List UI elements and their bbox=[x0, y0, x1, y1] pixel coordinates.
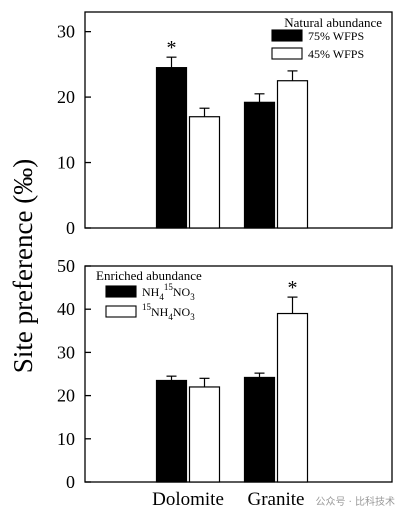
legend-swatch bbox=[271, 29, 303, 42]
bar-bottom-0-1 bbox=[188, 386, 221, 483]
bar-top-1-0 bbox=[243, 101, 276, 229]
y-tick-label: 0 bbox=[66, 218, 75, 238]
legend-title: Enriched abundance bbox=[96, 268, 202, 283]
bar-bottom-1-0 bbox=[243, 376, 276, 483]
legend-title: Natural abundance bbox=[284, 15, 382, 30]
x-tick-labels: Dolomite Granite bbox=[152, 489, 304, 510]
y-tick-label: 30 bbox=[57, 22, 75, 42]
y-tick-label: 0 bbox=[66, 472, 75, 492]
significance-asterisk: * bbox=[167, 37, 177, 59]
y-tick-label: 10 bbox=[57, 153, 75, 173]
legend-swatch bbox=[105, 305, 137, 318]
y-tick-label: 20 bbox=[57, 386, 75, 406]
y-tick-label: 30 bbox=[57, 342, 75, 362]
legend-label: 15NH4NO3 bbox=[142, 302, 195, 322]
y-tick-label: 20 bbox=[57, 87, 75, 107]
panel-bottom: 0 10 20 30 40 50 * Enriched abundanceNH415NO315… bbox=[57, 256, 393, 492]
x-tick-label: Granite bbox=[248, 489, 305, 510]
legend-label: NH415NO3 bbox=[142, 282, 195, 302]
plot-frame bbox=[84, 11, 393, 229]
y-tick-label: 10 bbox=[57, 429, 75, 449]
y-axis-label: Site preference (‰) bbox=[8, 159, 38, 373]
legend-label: 75% WFPS bbox=[308, 29, 364, 43]
bar-top-1-1 bbox=[276, 80, 309, 229]
legend-swatch bbox=[271, 47, 303, 60]
legend-swatch bbox=[105, 285, 137, 298]
bar-bottom-0-0 bbox=[155, 379, 188, 483]
bar-top-0-1 bbox=[188, 116, 221, 229]
bar-top-0-0 bbox=[155, 67, 188, 229]
y-tick-label: 50 bbox=[57, 256, 75, 276]
plot-frame bbox=[84, 265, 393, 483]
legend-label: 45% WFPS bbox=[308, 47, 364, 61]
watermark: 公众号 · 比科技术 bbox=[315, 495, 395, 508]
significance-asterisk: * bbox=[288, 277, 298, 299]
y-tick-label: 40 bbox=[57, 299, 75, 319]
bar-bottom-1-1 bbox=[276, 312, 309, 483]
x-tick-label: Dolomite bbox=[152, 489, 224, 510]
